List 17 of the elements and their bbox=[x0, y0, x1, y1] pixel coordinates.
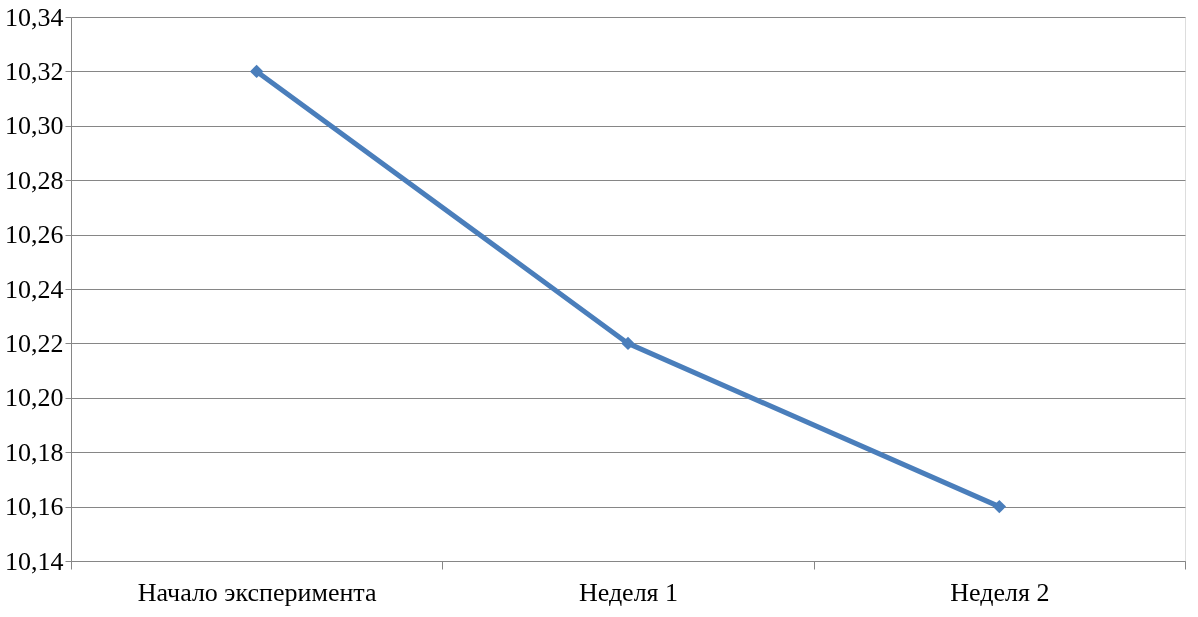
point bbox=[249, 64, 264, 79]
x-tick-label: Неделя 1 bbox=[578, 577, 679, 607]
y-tick-label: 10,20 bbox=[5, 383, 64, 413]
y-tick-label: 10,34 bbox=[5, 2, 64, 32]
y-tick-label: 10,16 bbox=[5, 492, 64, 522]
y-tick-label: 10,26 bbox=[5, 220, 64, 250]
x-tick-label: Начало эксперимента bbox=[137, 577, 378, 607]
y-tick-label: 10,14 bbox=[5, 546, 64, 576]
y-tick-label: 10,22 bbox=[5, 328, 64, 358]
y-tick-label: 10,28 bbox=[5, 165, 64, 195]
point bbox=[992, 499, 1007, 514]
x-tick-label: Неделя 2 bbox=[950, 577, 1050, 607]
y-tick-label: 10,30 bbox=[5, 111, 64, 141]
point bbox=[621, 336, 635, 351]
y-tick-label: 10,24 bbox=[5, 274, 64, 304]
y-tick-label: 10,32 bbox=[5, 56, 64, 86]
y-tick-label: 10,18 bbox=[5, 437, 64, 467]
